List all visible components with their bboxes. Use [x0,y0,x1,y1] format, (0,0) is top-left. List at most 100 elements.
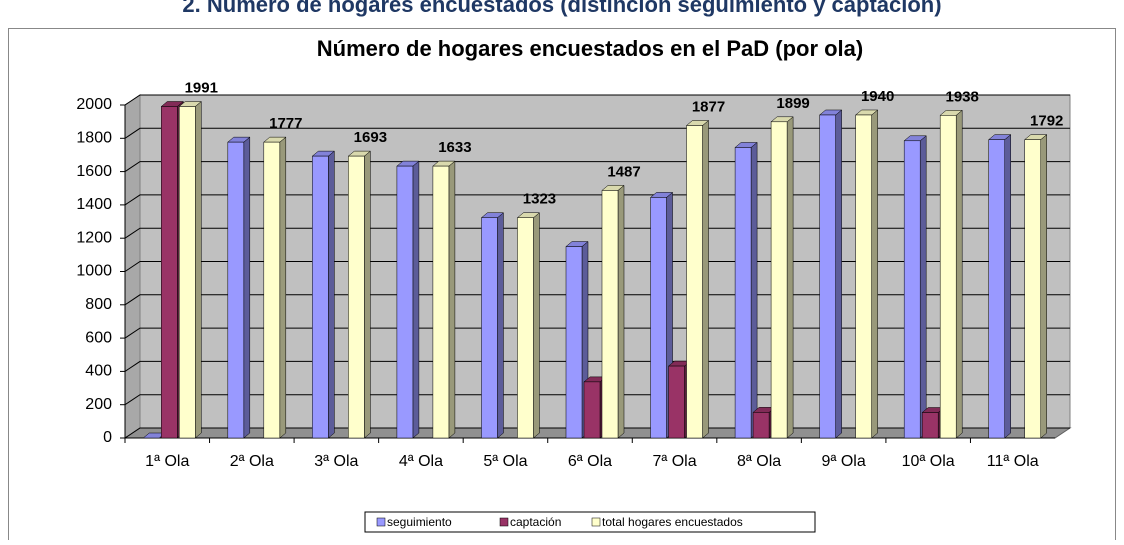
bar-front [396,165,414,439]
grid-line [124,227,1070,239]
bar-front [161,106,178,439]
legend-swatch [376,517,386,527]
grid-line [124,161,1070,173]
bar [685,119,710,439]
bar [770,116,794,439]
bar-side [835,109,842,439]
bar-side [243,136,251,439]
grid-line [124,127,1070,139]
bar-side [1040,134,1047,439]
bar-front [734,147,752,439]
bar [734,141,758,439]
bar-front [921,412,939,439]
bar-side [786,116,794,439]
legend-label: seguimiento [387,515,452,529]
bar [939,109,963,439]
x-tick-label: 4ª Ola [399,453,443,470]
x-tick-label: 9ª Ola [822,453,866,470]
bar-front [263,141,281,439]
y-tick-label: 1400 [76,196,112,213]
y-tick-label: 200 [85,396,112,413]
bar-side [919,135,927,439]
data-label: 1633 [438,139,471,156]
grid-line [124,194,1070,206]
x-tick-label: 5ª Ola [483,453,527,470]
bar-side [328,150,335,439]
bar-front [939,115,957,439]
bar [480,212,505,439]
bar [601,184,625,439]
data-label: 1777 [269,115,302,132]
y-tick-label: 400 [85,363,112,380]
data-label: 1877 [692,98,725,115]
bar [516,212,541,439]
bar-front [179,106,196,439]
y-tick-label: 600 [85,329,112,346]
grid-line [124,261,1070,272]
bar-front [752,412,770,439]
bar-front [819,114,836,439]
grid-line [124,94,1070,106]
x-tick-label: 2ª Ola [230,453,274,470]
bar-front [348,155,365,439]
bar-side [750,141,758,439]
bar-side [195,100,202,439]
x-tick-label: 1ª Ola [145,453,189,470]
grid-line [124,360,1070,372]
bar-front [988,139,1005,439]
data-label: 1323 [523,191,556,208]
legend-label: captación [510,515,561,529]
data-label: 1899 [776,95,809,112]
data-label: 1792 [1030,113,1063,130]
legend-label: total hogares encuestados [602,515,743,529]
bar-front [855,114,872,439]
grid-line [124,327,1070,339]
data-label: 1487 [607,163,640,180]
bar-side [871,109,878,439]
bar [227,136,251,439]
bar-front [432,165,450,439]
data-label: 1940 [861,88,894,105]
bar-front [227,141,245,439]
bar [178,100,202,439]
bar [311,150,336,439]
data-label: 1938 [945,88,978,105]
bar [818,109,843,439]
bar-side [1004,134,1011,439]
bar-front [903,140,921,439]
chart-title: Número de hogares encuestados en el PaD … [317,36,863,61]
x-tick-label: 11ª Ola [987,453,1039,470]
bar-front [650,197,667,439]
bar [988,134,1012,439]
bar-side [448,160,456,439]
data-label: 1991 [185,79,218,96]
bar [432,160,456,439]
y-tick-label: 0 [103,429,112,446]
bar [347,150,372,439]
bar-side [533,212,540,439]
page-heading: 2. Número de hogares encuestados (distin… [182,0,941,17]
y-tick-label: 1600 [76,163,112,180]
bar [903,135,927,439]
legend-swatch [591,517,601,527]
bar-front [583,381,601,439]
y-tick-label: 2000 [76,96,112,113]
bar-front [565,246,583,439]
bar-side [279,136,287,439]
bar-side [412,160,420,439]
legend-swatch [499,517,509,527]
grid-line [124,394,1070,406]
x-tick-label: 7ª Ola [652,453,696,470]
x-tick-label: 6ª Ola [568,453,612,470]
bar [1024,134,1048,439]
grid-line [124,294,1070,306]
bar [854,109,879,439]
x-tick-label: 10ª Ola [902,453,955,470]
x-tick-label: 8ª Ola [737,453,781,470]
y-tick-label: 800 [85,296,112,313]
bar-front [312,155,329,439]
y-tick-label: 1000 [76,263,112,280]
y-tick-label: 1800 [76,130,112,147]
